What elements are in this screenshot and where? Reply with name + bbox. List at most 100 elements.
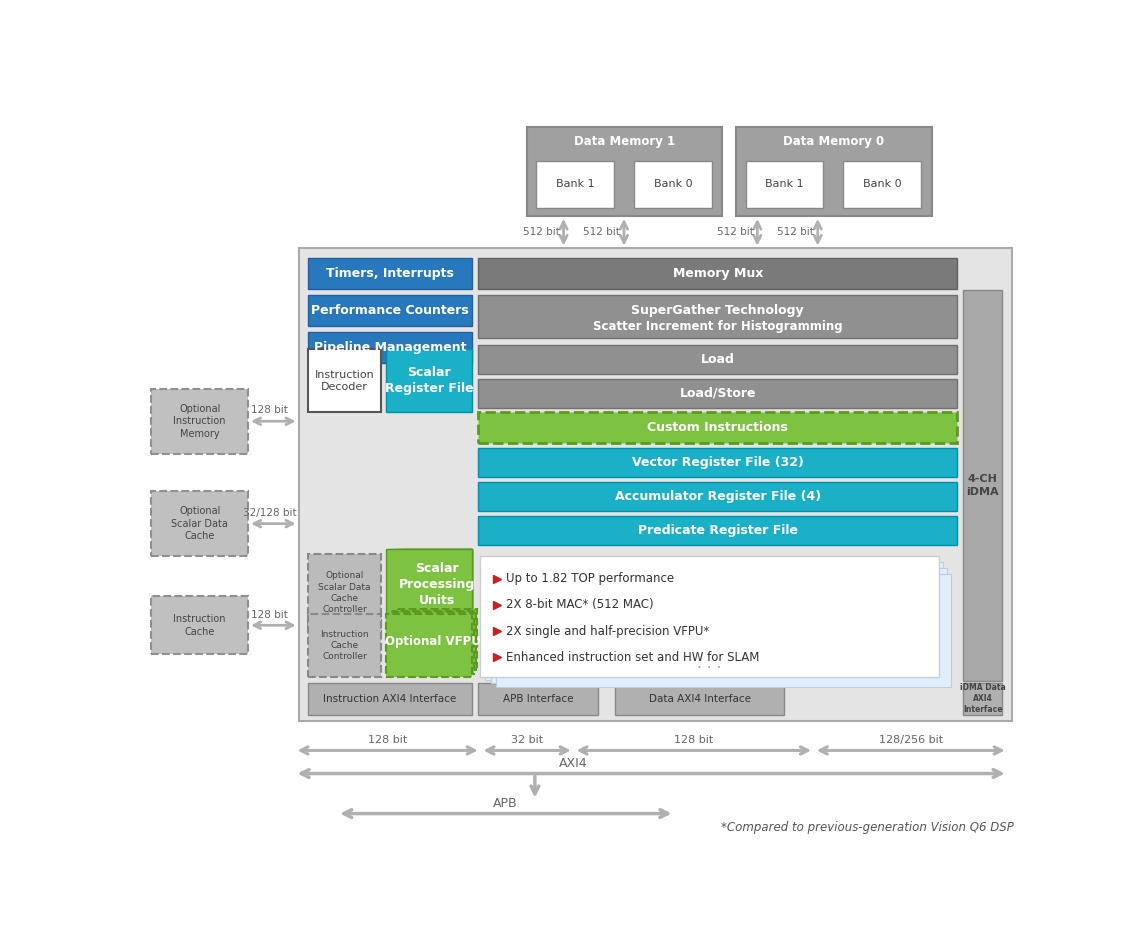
Bar (389, 613, 474, 674)
Bar (484, 652, 594, 672)
Bar (822, 596, 932, 617)
Text: Scalar
Processing
Units: Scalar Processing Units (398, 563, 475, 607)
Bar (479, 515, 957, 545)
Bar (536, 161, 614, 208)
Text: Scatter Increment for Histogramming: Scatter Increment for Histogramming (594, 320, 843, 333)
Text: 512 bit: 512 bit (777, 227, 814, 237)
Bar (308, 615, 381, 677)
Text: Predicate Register File: Predicate Register File (638, 524, 798, 537)
Bar (597, 652, 706, 672)
Text: Load: Load (700, 353, 735, 366)
Bar (479, 482, 957, 511)
Text: Custom Instructions: Custom Instructions (647, 421, 789, 435)
Bar (615, 683, 784, 715)
Bar (709, 652, 820, 672)
Text: 128 bit: 128 bit (674, 735, 713, 744)
Text: 128 bit: 128 bit (251, 610, 288, 619)
Bar (308, 554, 381, 631)
Text: 128 bit: 128 bit (369, 735, 408, 744)
Text: . . .: . . . (698, 656, 722, 670)
Bar (479, 259, 957, 289)
Bar (963, 683, 1002, 715)
Text: Data Memory 0: Data Memory 0 (783, 134, 885, 148)
Bar (484, 596, 594, 617)
Text: 128 bit: 128 bit (251, 405, 288, 416)
Text: Bank 0: Bank 0 (863, 180, 901, 189)
Text: Optional
Scalar Data
Cache: Optional Scalar Data Cache (171, 507, 228, 541)
Bar (822, 652, 932, 672)
Text: 2X 8-bit MAC* (512 MAC): 2X 8-bit MAC* (512 MAC) (506, 599, 654, 612)
Bar (308, 349, 381, 412)
Text: Up to 1.82 TOP performance: Up to 1.82 TOP performance (506, 572, 674, 585)
Bar (634, 161, 712, 208)
Bar (390, 549, 472, 632)
Text: iDMA Data
AXI4
Interface: iDMA Data AXI4 Interface (960, 683, 1006, 714)
Bar (736, 128, 932, 216)
Bar (479, 448, 957, 477)
Text: Memory Mux: Memory Mux (673, 267, 763, 280)
Text: Data Memory 1: Data Memory 1 (574, 134, 675, 148)
Text: Bank 1: Bank 1 (556, 180, 595, 189)
Text: Data AXI4 Interface: Data AXI4 Interface (649, 694, 751, 704)
Bar (479, 683, 598, 715)
Text: Bank 0: Bank 0 (653, 180, 692, 189)
Bar (386, 349, 472, 412)
Text: Instruction
Cache: Instruction Cache (173, 614, 226, 636)
Bar (496, 574, 951, 687)
Bar (490, 568, 947, 684)
Text: 32 bit: 32 bit (511, 735, 543, 744)
Text: Vector Register File (32): Vector Register File (32) (631, 456, 804, 469)
Bar (527, 128, 722, 216)
Text: 512 bit: 512 bit (522, 227, 560, 237)
Text: Optional
Scalar Data
Cache
Controller: Optional Scalar Data Cache Controller (318, 571, 371, 614)
Text: 4-CH
iDMA: 4-CH iDMA (967, 474, 999, 497)
Bar (298, 248, 1011, 722)
Bar (963, 290, 1002, 681)
Text: 32/128 bit: 32/128 bit (243, 508, 296, 518)
Bar (597, 623, 706, 645)
Text: Pipeline Management: Pipeline Management (313, 341, 466, 354)
Text: Instruction
Decoder: Instruction Decoder (315, 369, 374, 392)
Bar (484, 623, 594, 645)
Bar (396, 609, 478, 667)
Bar (398, 549, 472, 623)
Text: Optional
Instruction
Memory: Optional Instruction Memory (173, 403, 226, 438)
Text: 512 bit: 512 bit (583, 227, 620, 237)
Text: Timers, Interrupts: Timers, Interrupts (326, 267, 453, 280)
Bar (479, 295, 957, 338)
Text: Performance Counters: Performance Counters (311, 304, 468, 317)
Text: 512 bit: 512 bit (716, 227, 753, 237)
Text: APB Interface: APB Interface (503, 694, 574, 704)
Bar (486, 562, 944, 680)
Text: AXI4: AXI4 (559, 757, 588, 770)
Text: Bank 1: Bank 1 (765, 180, 804, 189)
Bar (386, 549, 472, 635)
Bar (403, 549, 472, 618)
Text: 128/256 bit: 128/256 bit (878, 735, 943, 744)
Text: 2X single and half-precision VFPU*: 2X single and half-precision VFPU* (506, 625, 709, 637)
Bar (308, 683, 472, 715)
Bar (152, 388, 248, 454)
Bar (395, 549, 472, 627)
Bar (152, 491, 248, 557)
Bar (386, 615, 472, 677)
Bar (597, 596, 706, 617)
Bar (479, 345, 957, 374)
Bar (479, 379, 957, 408)
Bar (709, 623, 820, 645)
Text: *Compared to previous-generation Vision Q6 DSP: *Compared to previous-generation Vision … (721, 821, 1014, 833)
Bar (308, 259, 472, 289)
Bar (393, 611, 475, 670)
Text: Scalar
Register File: Scalar Register File (385, 366, 473, 395)
Bar (308, 332, 472, 363)
Bar (822, 623, 932, 645)
Bar (480, 556, 939, 677)
Text: Optional VFPU: Optional VFPU (385, 634, 481, 648)
Text: Load/Store: Load/Store (680, 386, 757, 400)
Text: Instruction
Cache
Controller: Instruction Cache Controller (320, 630, 369, 661)
Bar (152, 597, 248, 654)
Bar (709, 596, 820, 617)
Bar (308, 295, 472, 326)
Bar (844, 161, 921, 208)
Text: Enhanced instruction set and HW for SLAM: Enhanced instruction set and HW for SLAM (506, 651, 760, 664)
